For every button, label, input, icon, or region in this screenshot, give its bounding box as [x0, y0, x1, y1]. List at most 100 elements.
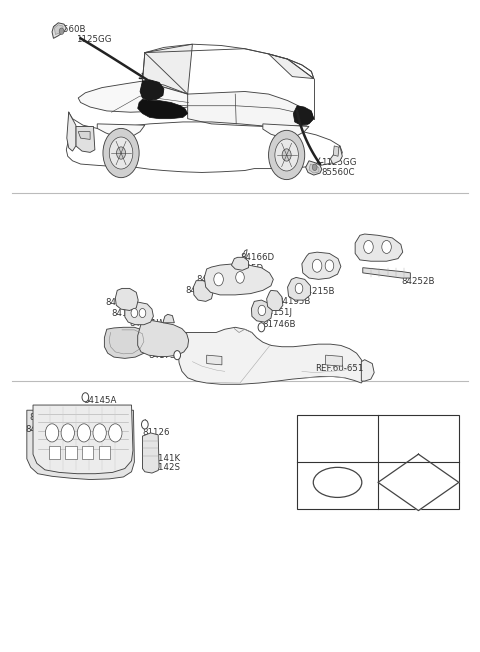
- Circle shape: [268, 130, 305, 179]
- Polygon shape: [138, 99, 188, 119]
- Polygon shape: [330, 146, 342, 164]
- Circle shape: [77, 424, 91, 442]
- Text: 84186A: 84186A: [395, 467, 428, 476]
- Text: 85560B: 85560B: [52, 25, 85, 34]
- Circle shape: [174, 351, 180, 360]
- Polygon shape: [78, 81, 197, 112]
- Circle shape: [236, 272, 244, 283]
- Polygon shape: [363, 268, 410, 278]
- Text: 84152B: 84152B: [185, 286, 219, 295]
- Text: 68650A: 68650A: [107, 331, 140, 340]
- Text: 84252B: 84252B: [402, 277, 435, 286]
- Circle shape: [59, 28, 64, 35]
- Circle shape: [214, 273, 223, 286]
- Polygon shape: [333, 146, 339, 156]
- Circle shape: [61, 424, 74, 442]
- Polygon shape: [145, 87, 152, 93]
- Polygon shape: [204, 264, 273, 295]
- Circle shape: [139, 308, 146, 318]
- Text: 84173S: 84173S: [149, 351, 181, 360]
- Polygon shape: [143, 433, 159, 473]
- Text: 84166D: 84166D: [240, 253, 274, 262]
- Polygon shape: [378, 454, 459, 511]
- Bar: [297, 415, 459, 509]
- Polygon shape: [267, 290, 283, 310]
- Polygon shape: [306, 161, 322, 175]
- Text: 84215B: 84215B: [301, 286, 335, 295]
- Text: 1125GG: 1125GG: [76, 35, 111, 44]
- Polygon shape: [193, 280, 213, 301]
- Text: 84151F: 84151F: [111, 308, 144, 318]
- Polygon shape: [143, 44, 192, 94]
- Polygon shape: [99, 446, 110, 459]
- Polygon shape: [97, 124, 145, 138]
- Circle shape: [312, 164, 317, 171]
- Polygon shape: [104, 327, 150, 359]
- Circle shape: [82, 393, 89, 402]
- Circle shape: [312, 259, 322, 273]
- Circle shape: [131, 308, 138, 318]
- Text: 85560C: 85560C: [321, 168, 354, 177]
- Polygon shape: [268, 54, 314, 78]
- Polygon shape: [125, 302, 154, 325]
- Polygon shape: [288, 277, 311, 300]
- Polygon shape: [231, 258, 249, 271]
- Circle shape: [93, 424, 106, 442]
- Circle shape: [258, 323, 265, 332]
- Text: 84167: 84167: [369, 245, 396, 254]
- Ellipse shape: [313, 467, 362, 497]
- Polygon shape: [48, 446, 60, 459]
- Text: 84151J: 84151J: [263, 308, 293, 317]
- Text: 84195B: 84195B: [277, 297, 311, 306]
- Text: 1125GG: 1125GG: [321, 158, 356, 168]
- Text: 84196C: 84196C: [196, 275, 229, 284]
- Text: 84142S: 84142S: [147, 463, 180, 472]
- Circle shape: [295, 283, 303, 293]
- Polygon shape: [355, 234, 403, 261]
- Polygon shape: [140, 80, 164, 100]
- Polygon shape: [82, 446, 94, 459]
- Polygon shape: [188, 91, 314, 126]
- Polygon shape: [325, 355, 342, 366]
- Circle shape: [142, 420, 148, 429]
- Polygon shape: [302, 252, 341, 279]
- Text: 84165C: 84165C: [301, 265, 335, 274]
- Polygon shape: [115, 288, 138, 310]
- Circle shape: [275, 139, 299, 171]
- Circle shape: [108, 424, 122, 442]
- Text: REF.60-651: REF.60-651: [315, 364, 363, 372]
- Text: 81126: 81126: [143, 428, 170, 437]
- Circle shape: [382, 241, 391, 254]
- Circle shape: [117, 147, 126, 159]
- Polygon shape: [76, 126, 95, 153]
- Circle shape: [109, 137, 133, 169]
- Polygon shape: [309, 164, 319, 173]
- Polygon shape: [138, 319, 189, 357]
- Circle shape: [282, 149, 291, 161]
- Polygon shape: [293, 106, 314, 125]
- Polygon shape: [361, 360, 374, 381]
- Polygon shape: [207, 355, 222, 365]
- Polygon shape: [33, 405, 133, 474]
- Text: 84141K: 84141K: [147, 454, 180, 463]
- Polygon shape: [27, 410, 134, 479]
- Polygon shape: [263, 124, 309, 138]
- Circle shape: [103, 128, 139, 177]
- Text: 81746B: 81746B: [263, 319, 296, 329]
- Polygon shape: [163, 314, 174, 323]
- Circle shape: [46, 424, 59, 442]
- Polygon shape: [54, 25, 63, 35]
- Polygon shape: [252, 300, 272, 322]
- Circle shape: [325, 260, 334, 272]
- Polygon shape: [178, 327, 365, 384]
- Polygon shape: [67, 112, 76, 151]
- Circle shape: [258, 305, 266, 316]
- Text: 84225D: 84225D: [229, 264, 264, 273]
- Text: 84141W: 84141W: [130, 319, 166, 328]
- Polygon shape: [78, 132, 90, 140]
- Text: 84182K: 84182K: [326, 467, 359, 476]
- Text: 84120: 84120: [30, 413, 57, 422]
- Circle shape: [364, 241, 373, 254]
- Text: 84145A: 84145A: [83, 396, 116, 405]
- Polygon shape: [52, 23, 66, 38]
